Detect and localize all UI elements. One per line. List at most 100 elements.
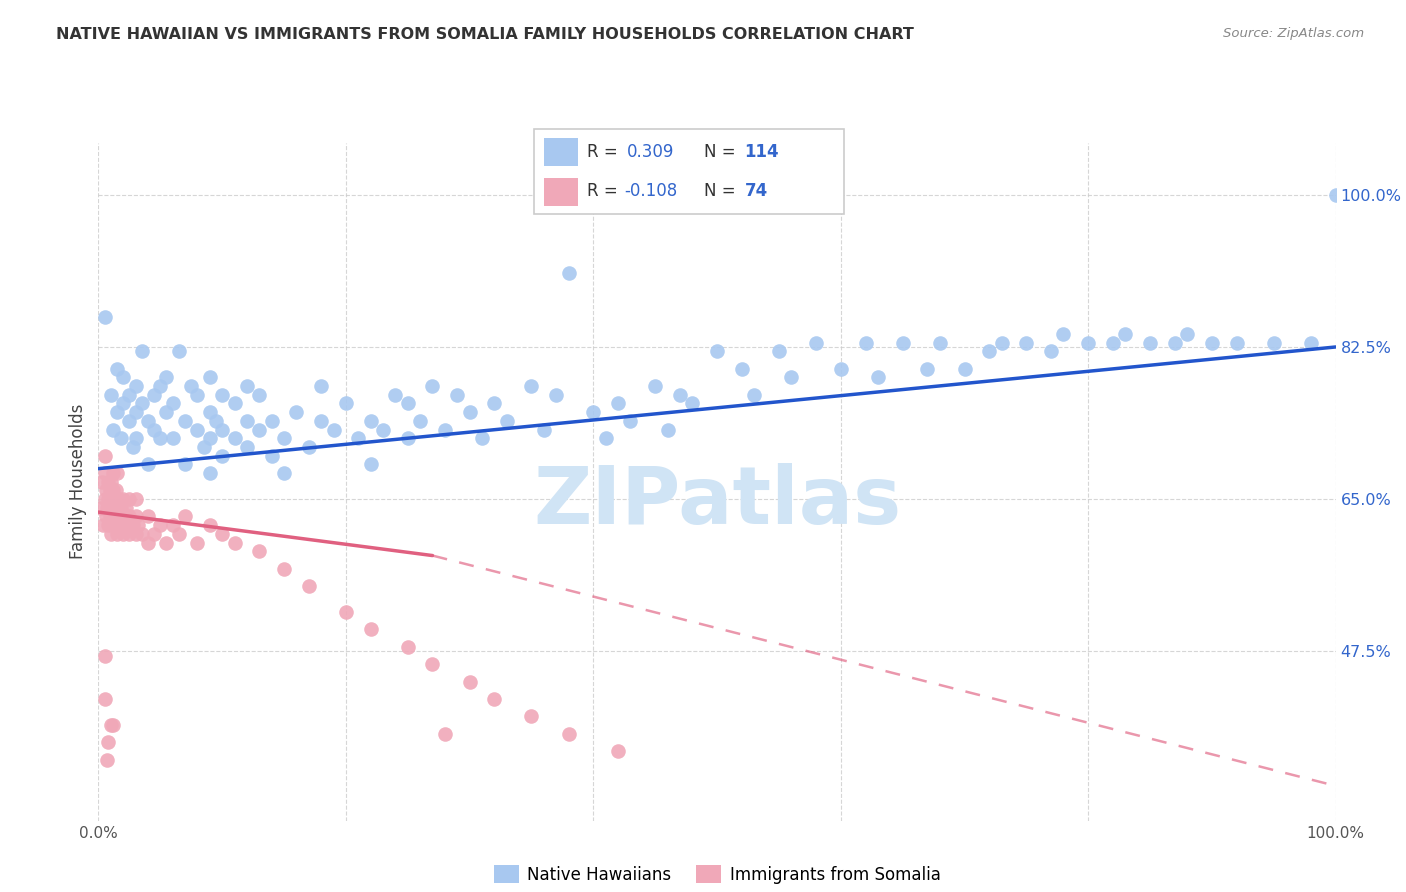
Point	[273, 466, 295, 480]
Point	[97, 518, 120, 533]
Point	[93, 648, 115, 663]
Point	[371, 423, 394, 437]
Point	[396, 431, 419, 445]
Point	[162, 431, 184, 445]
Point	[118, 491, 141, 506]
Point	[198, 370, 221, 384]
Point	[124, 379, 146, 393]
Point	[122, 440, 145, 454]
Point	[484, 692, 506, 706]
Point	[114, 518, 136, 533]
Text: R =: R =	[586, 144, 623, 161]
Bar	[544, 138, 578, 166]
Point	[1052, 326, 1074, 341]
Point	[155, 370, 177, 384]
Point	[118, 509, 141, 524]
Point	[433, 727, 456, 741]
Point	[211, 449, 233, 463]
Point	[136, 535, 159, 549]
Point	[804, 335, 827, 350]
FancyBboxPatch shape	[534, 129, 844, 214]
Point	[607, 396, 630, 410]
Point	[127, 518, 149, 533]
Point	[103, 500, 125, 515]
Point	[124, 491, 146, 506]
Point	[124, 509, 146, 524]
Point	[396, 396, 419, 410]
Point	[657, 423, 679, 437]
Point	[97, 475, 120, 489]
Point	[458, 674, 481, 689]
Point	[1102, 335, 1125, 350]
Point	[298, 440, 321, 454]
Point	[247, 544, 270, 558]
Point	[495, 414, 517, 428]
Point	[211, 388, 233, 402]
Point	[866, 370, 889, 384]
Point	[953, 361, 976, 376]
Point	[112, 526, 135, 541]
Point	[422, 379, 444, 393]
Point	[122, 518, 145, 533]
Point	[309, 414, 332, 428]
Point	[167, 526, 190, 541]
Point	[1139, 335, 1161, 350]
Point	[118, 414, 141, 428]
Point	[143, 388, 166, 402]
Point	[347, 431, 370, 445]
Point	[103, 509, 125, 524]
Point	[1164, 335, 1187, 350]
Point	[100, 500, 122, 515]
Point	[100, 526, 122, 541]
Point	[131, 396, 153, 410]
Point	[162, 518, 184, 533]
Point	[360, 414, 382, 428]
Point	[768, 344, 790, 359]
Point	[112, 370, 135, 384]
Point	[1040, 344, 1063, 359]
Point	[93, 518, 115, 533]
Point	[131, 526, 153, 541]
Point	[143, 526, 166, 541]
Point	[107, 500, 129, 515]
Point	[211, 423, 233, 437]
Point	[124, 431, 146, 445]
Point	[91, 475, 114, 489]
Point	[917, 361, 939, 376]
Point	[100, 475, 122, 489]
Point	[644, 379, 666, 393]
Point	[98, 509, 121, 524]
Point	[520, 379, 543, 393]
Point	[114, 500, 136, 515]
Point	[110, 518, 132, 533]
Point	[124, 526, 146, 541]
Point	[105, 491, 128, 506]
Point	[446, 388, 468, 402]
Point	[322, 423, 344, 437]
Point	[110, 431, 132, 445]
Point	[335, 605, 357, 619]
Point	[93, 449, 115, 463]
Point	[458, 405, 481, 419]
Point	[155, 535, 177, 549]
Point	[285, 405, 308, 419]
Point	[107, 518, 129, 533]
Point	[131, 344, 153, 359]
Point	[94, 509, 117, 524]
Point	[103, 466, 125, 480]
Point	[174, 414, 197, 428]
Point	[546, 388, 568, 402]
Point	[93, 491, 115, 506]
Point	[484, 396, 506, 410]
Point	[681, 396, 703, 410]
Point	[1263, 335, 1285, 350]
Point	[108, 509, 131, 524]
Point	[103, 718, 125, 732]
Point	[112, 509, 135, 524]
Point	[90, 500, 112, 515]
Text: 114: 114	[745, 144, 779, 161]
Point	[155, 405, 177, 419]
Point	[990, 335, 1012, 350]
Point	[118, 388, 141, 402]
Point	[162, 396, 184, 410]
